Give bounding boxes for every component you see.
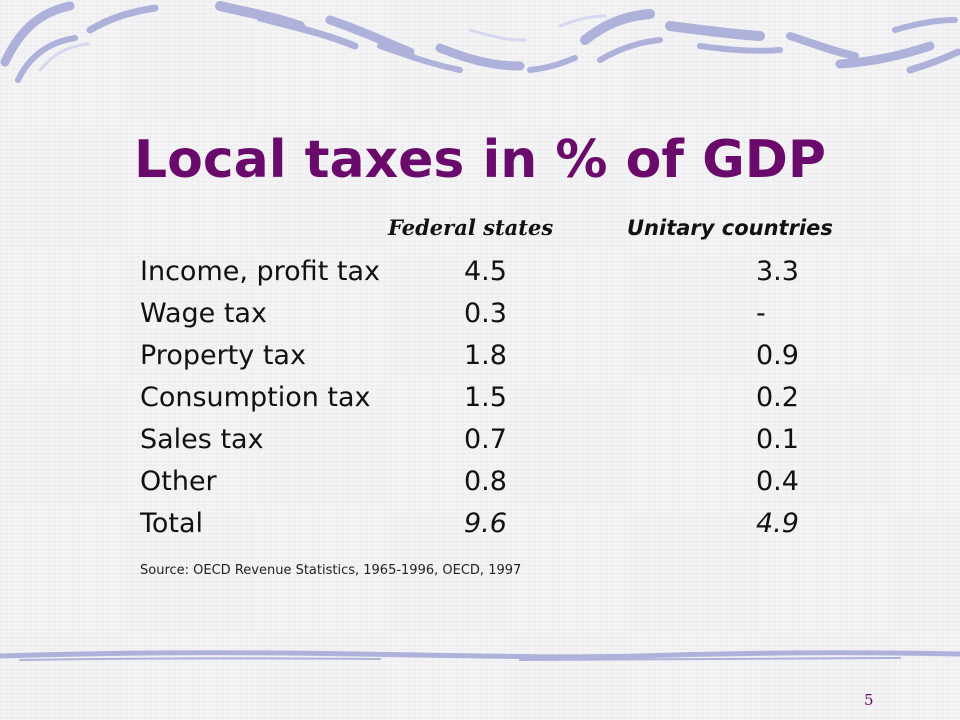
row-label: Consumption tax — [140, 382, 371, 413]
federal-total-value: 9.6 — [464, 508, 507, 539]
table-row: Wage tax 0.3 - — [0, 293, 960, 335]
source-note: Source: OECD Revenue Statistics, 1965-19… — [140, 563, 522, 578]
column-header-federal-states: Federal states — [388, 215, 554, 240]
unitary-value: 3.3 — [756, 256, 799, 287]
table-row: Sales tax 0.7 0.1 — [0, 419, 960, 461]
page-number: 5 — [864, 691, 874, 709]
bottom-decoration-line — [0, 650, 960, 661]
federal-value: 1.8 — [464, 340, 507, 371]
row-label: Income, profit tax — [140, 256, 380, 287]
row-label: Property tax — [140, 340, 306, 371]
federal-value: 0.7 — [464, 424, 507, 455]
table-row: Other 0.8 0.4 — [0, 461, 960, 503]
unitary-value: 0.9 — [756, 340, 799, 371]
federal-value: 4.5 — [464, 256, 507, 287]
table-row: Consumption tax 1.5 0.2 — [0, 377, 960, 419]
slide-title: Local taxes in % of GDP — [133, 130, 827, 190]
unitary-value: 0.4 — [756, 466, 799, 497]
table-row-total: Total 9.6 4.9 — [0, 503, 960, 545]
federal-value: 1.5 — [464, 382, 507, 413]
unitary-total-value: 4.9 — [756, 508, 799, 539]
column-header-unitary-countries: Unitary countries — [627, 216, 833, 240]
table-row: Income, profit tax 4.5 3.3 — [0, 251, 960, 293]
row-label: Wage tax — [140, 298, 267, 329]
unitary-value: - — [756, 298, 766, 329]
row-label: Sales tax — [140, 424, 264, 455]
unitary-value: 0.2 — [756, 382, 799, 413]
top-decoration-swooshes — [0, 1, 960, 83]
table-row: Property tax 1.8 0.9 — [0, 335, 960, 377]
row-label: Other — [140, 466, 217, 497]
tax-table: Income, profit tax 4.5 3.3 Wage tax 0.3 … — [0, 251, 960, 545]
federal-value: 0.3 — [464, 298, 507, 329]
unitary-value: 0.1 — [756, 424, 799, 455]
row-label: Total — [140, 508, 204, 539]
federal-value: 0.8 — [464, 466, 507, 497]
